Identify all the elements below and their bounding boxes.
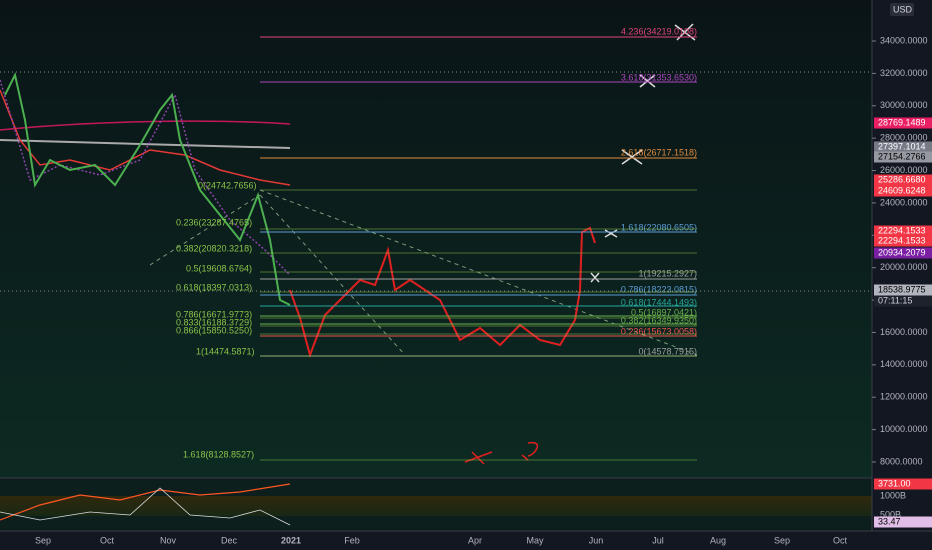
- fib-label: 3.618(31353.6530): [621, 72, 697, 82]
- time-label: Apr: [468, 535, 482, 545]
- indicator-tag: [874, 516, 932, 528]
- price-label: 30000.0000: [880, 100, 928, 110]
- indicator-tag-label: 3731.00: [878, 478, 911, 488]
- price-label: 20000.0000: [880, 262, 928, 272]
- price-label: 8000.0000: [880, 456, 923, 466]
- fib-label: 0.786(18223.0815): [621, 284, 697, 294]
- price-tag: [874, 295, 932, 307]
- price-tag: [874, 174, 932, 186]
- price-tag-label: 27154.2766: [878, 151, 926, 161]
- price-tag-label: 22294.1533: [878, 235, 926, 245]
- price-tag: [874, 141, 932, 153]
- fib-label: 1(14474.5871): [196, 346, 255, 356]
- price-label: 26000.0000: [880, 165, 928, 175]
- price-label: 10000.0000: [880, 424, 928, 434]
- time-label: Sep: [774, 535, 790, 545]
- trend-line: [149, 194, 261, 266]
- price-tag: [874, 185, 932, 197]
- indicator-tick: 500B: [880, 509, 901, 519]
- fib-label: 2.618(26717.1518): [621, 147, 697, 157]
- price-label: 32000.0000: [880, 68, 928, 78]
- fib-label: 0(14578.7915): [638, 346, 697, 356]
- fib-label: 0.382(20820.3218): [176, 243, 252, 253]
- fib-label: 0.866(15850.5250): [176, 325, 252, 335]
- fib-label: 0.5(19608.6764): [186, 263, 252, 273]
- price-tag: [874, 235, 932, 247]
- time-label: May: [526, 535, 544, 545]
- fib-label: 0.236(15673.0058): [621, 326, 697, 336]
- time-label: Oct: [100, 535, 115, 545]
- time-label: Nov: [160, 535, 177, 545]
- price-label: 34000.0000: [880, 35, 928, 45]
- chart-pane: [0, 0, 872, 478]
- time-label: Aug: [710, 535, 726, 545]
- cross-mark: [621, 149, 643, 165]
- currency-badge: [890, 3, 914, 16]
- fib-label: 4.236(34219.0108): [621, 26, 697, 36]
- time-label: Jul: [652, 535, 664, 545]
- price-label: 14000.0000: [880, 359, 928, 369]
- price-tag: [874, 284, 932, 296]
- indicator-line: [0, 487, 291, 526]
- indicator-band: [0, 496, 872, 516]
- price-tag: [874, 117, 932, 129]
- price-tag-label: 22294.1533: [878, 225, 926, 235]
- scribble: [464, 441, 539, 465]
- indicator-tag-label: 33.47: [878, 516, 901, 526]
- ma-line: [0, 79, 291, 276]
- price-tag-label: 28769.1489: [878, 117, 926, 127]
- time-label: Feb: [344, 535, 360, 545]
- fib-label: 1(19215.2927): [638, 268, 697, 278]
- price-tag: [874, 225, 932, 237]
- indicator-tag: [874, 478, 932, 490]
- price-label: 28000.0000: [880, 133, 928, 143]
- trend-line: [259, 194, 406, 356]
- price-tag-label: 20934.2079: [878, 247, 926, 257]
- time-label: Dec: [221, 535, 238, 545]
- price-tag: [874, 151, 932, 163]
- cross-mark: [639, 74, 656, 88]
- fib-label: 0.5(16897.0421): [631, 307, 697, 317]
- price-candles: [4, 72, 291, 306]
- price-tag-label: 18538.9775: [878, 284, 926, 294]
- indicator-tick: 1000B: [880, 490, 906, 500]
- indicator-line: [0, 483, 291, 521]
- price-tag-label: 24609.6248: [878, 185, 926, 195]
- cross-mark: [590, 272, 600, 283]
- fib-label: 0.382(16349.9350): [621, 315, 697, 325]
- hand-drawn-path: [289, 226, 596, 359]
- fib-label: 0.618(17444.1493): [621, 297, 697, 307]
- price-tag: [874, 247, 932, 259]
- price-label: 12000.0000: [880, 392, 928, 402]
- fib-label: 0(24742.7656): [198, 180, 257, 190]
- price-tag-label: 07:11:15: [878, 295, 912, 305]
- price-label: 24000.0000: [880, 197, 928, 207]
- time-label: 2021: [281, 535, 301, 545]
- currency: USD: [893, 4, 913, 14]
- price-tag-label: 25286.6680: [878, 174, 926, 184]
- ma-line: [0, 120, 291, 131]
- fib-label: 0.236(23287.4765): [176, 217, 252, 227]
- price-tag-label: 27397.1014: [878, 141, 926, 151]
- price-label: 16000.0000: [880, 327, 928, 337]
- fib-label: 0.786(16671.9773): [176, 309, 252, 319]
- fib-label: 1.618(22080.6505): [621, 222, 697, 232]
- cross-mark: [604, 229, 618, 238]
- time-label: Sep: [35, 535, 51, 545]
- fib-label: 1.618(8128.8527): [183, 449, 254, 459]
- fib-label: 0.618(18397.0313): [176, 282, 252, 292]
- fib-label: 0.833(16188.3729): [176, 317, 252, 327]
- time-label: Oct: [833, 535, 848, 545]
- time-label: Jun: [589, 535, 604, 545]
- price-axis: [872, 0, 932, 550]
